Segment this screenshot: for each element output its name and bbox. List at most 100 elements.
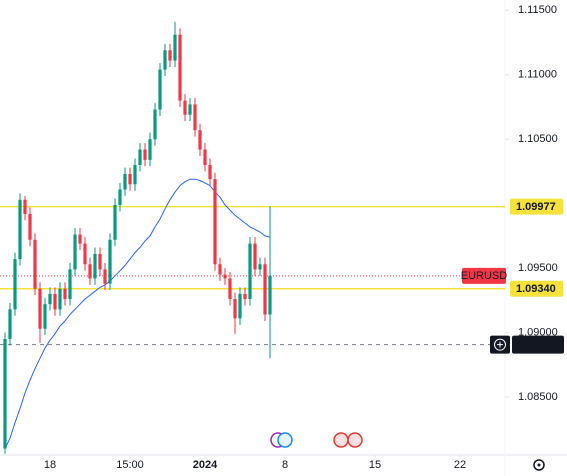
candle-body	[68, 269, 72, 300]
candle	[58, 282, 62, 316]
candle	[53, 287, 57, 316]
candle	[198, 123, 202, 156]
candle	[188, 97, 192, 122]
candle-body	[58, 288, 62, 310]
price-label: 1.09977	[516, 201, 556, 213]
candle-body	[268, 275, 272, 315]
moving-average	[4, 178, 271, 449]
candle-body	[73, 234, 77, 270]
candle-body	[213, 179, 217, 265]
candle-body	[203, 149, 207, 165]
candle-body	[188, 104, 192, 115]
y-tick-label: 1.09000	[518, 326, 558, 338]
candle	[123, 167, 127, 196]
candle-body	[48, 293, 52, 305]
symbol-label: EURUSD	[461, 270, 508, 282]
candle-body	[43, 304, 47, 329]
candle-body	[78, 234, 82, 244]
candle-body	[163, 50, 167, 70]
candle	[168, 43, 172, 68]
crosshair-label-box	[512, 335, 564, 354]
candle-body	[23, 199, 27, 214]
event-icon[interactable]	[333, 432, 349, 448]
candle-body	[133, 164, 137, 185]
candle-body	[8, 309, 12, 339]
x-tick-label: 15:00	[116, 459, 144, 471]
candle-body	[238, 293, 242, 319]
candle-body	[3, 338, 7, 449]
candle	[13, 252, 17, 316]
candle-body	[83, 243, 87, 265]
candle-body	[198, 130, 202, 150]
candle	[223, 268, 227, 285]
candle	[143, 143, 147, 167]
candle-body	[63, 288, 67, 300]
candle-body	[28, 213, 32, 240]
candle	[163, 43, 167, 77]
settings-button[interactable]	[533, 459, 545, 471]
candle-body	[168, 50, 172, 61]
candle	[203, 143, 207, 172]
candle-body	[208, 164, 212, 180]
candle-body	[138, 149, 142, 165]
candle-body	[148, 139, 152, 160]
candle	[268, 206, 272, 359]
event-icon[interactable]	[347, 432, 363, 448]
event-icon[interactable]	[277, 432, 293, 448]
candle-body	[98, 253, 102, 270]
candle-body	[193, 104, 197, 131]
add-button[interactable]	[490, 335, 510, 354]
gear-icon[interactable]	[533, 459, 545, 471]
crosshair-label: 1.08906	[517, 339, 557, 351]
candle	[38, 282, 42, 343]
candle-body	[233, 299, 237, 319]
candle-body	[228, 278, 232, 300]
candle	[73, 228, 77, 276]
candle-body	[53, 293, 57, 310]
symbol-label-box	[462, 267, 506, 284]
y-tick-label: 1.08500	[518, 391, 558, 403]
candle-body	[33, 239, 37, 289]
candle-body	[13, 259, 17, 310]
candle	[43, 297, 47, 336]
candle-body	[248, 243, 252, 300]
candle-body	[223, 274, 227, 279]
candle-body	[218, 264, 222, 275]
candle-body	[253, 243, 257, 270]
y-tick-label: 1.11000	[518, 69, 557, 81]
candle	[133, 158, 137, 191]
x-tick-label: 18	[44, 459, 56, 471]
candle-body	[88, 264, 92, 279]
candle	[138, 143, 142, 172]
candle	[28, 207, 32, 247]
candle	[238, 287, 242, 325]
x-tick-label: 8	[282, 459, 288, 471]
candle-body	[93, 253, 97, 279]
candle	[48, 287, 52, 311]
candle-body	[183, 100, 187, 115]
candle-body	[263, 264, 267, 315]
candle	[3, 332, 7, 454]
candle	[158, 63, 162, 117]
candle-body	[173, 34, 177, 61]
candle	[253, 237, 257, 276]
candle	[153, 103, 157, 146]
candle	[118, 183, 122, 212]
candle-body	[258, 264, 262, 270]
candle	[68, 262, 72, 306]
price-label-box	[510, 280, 563, 297]
candle	[218, 257, 222, 281]
candle-body	[243, 293, 247, 300]
candle-body	[178, 34, 182, 101]
candle	[148, 132, 152, 167]
add-icon-plus	[497, 341, 503, 348]
candle	[228, 271, 232, 306]
candle	[33, 233, 37, 296]
candle	[258, 257, 262, 276]
candle-body	[143, 149, 147, 160]
candle	[108, 233, 112, 291]
candle-body	[103, 269, 107, 284]
candle-body	[108, 239, 112, 284]
candle	[8, 302, 12, 346]
